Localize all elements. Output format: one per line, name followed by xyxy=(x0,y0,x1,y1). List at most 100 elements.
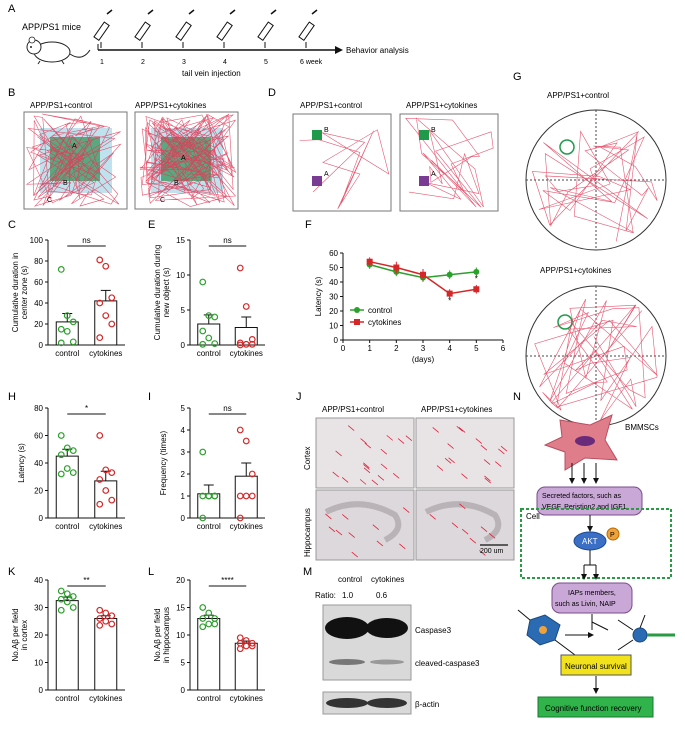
y-tick-label: 20 xyxy=(329,307,338,316)
x-tick-label: control xyxy=(197,522,221,531)
data-point xyxy=(96,500,104,508)
data-point xyxy=(248,639,256,647)
data-point xyxy=(199,448,207,456)
syringe-plunger xyxy=(311,9,318,15)
data-point xyxy=(57,606,65,614)
m-band-caspase3: Caspase3 xyxy=(415,626,452,635)
plaque-arrow xyxy=(458,427,466,433)
m-band-actin: β-actin xyxy=(415,700,439,709)
data-point xyxy=(199,615,207,622)
plaque-arrow xyxy=(405,435,413,441)
plaque-arrow xyxy=(341,477,349,483)
data-point xyxy=(69,469,77,477)
bar xyxy=(55,321,79,346)
syringe-plunger xyxy=(270,9,277,15)
plaque-arrow xyxy=(448,457,455,464)
chart-l-hippocampus: 0 5 10 15 20 control cytokines **** No.Aβ per fi… xyxy=(153,576,265,703)
data-point xyxy=(446,271,453,278)
data-point xyxy=(199,278,207,286)
data-point xyxy=(236,264,244,272)
x-tick-label: 5 xyxy=(474,344,479,353)
y-axis-label: center zone (s) xyxy=(20,265,29,319)
panel-g-water-maze: APP/PS1+control APP/PS1+cytokines xyxy=(525,91,667,427)
data-point xyxy=(199,514,207,522)
plaque-arrow xyxy=(360,438,367,444)
y-tick-label: 60 xyxy=(34,432,43,441)
plaque-arrow xyxy=(475,438,483,444)
tp-5: 5 xyxy=(264,59,268,66)
y-tick-label: 15 xyxy=(176,604,185,613)
y-tick-label: 30 xyxy=(329,293,338,302)
syringe-barrel xyxy=(298,21,315,41)
y-tick-label: 80 xyxy=(34,404,43,413)
significance-label: ns xyxy=(223,404,231,413)
data-point xyxy=(63,590,71,598)
syringe-barrel xyxy=(134,21,151,41)
y-axis-label: new object (s) xyxy=(162,267,171,317)
d-left-title: APP/PS1+control xyxy=(300,101,362,110)
plaque-arrow xyxy=(432,427,439,433)
syringe-icon xyxy=(134,9,154,48)
x-tick-label: control xyxy=(55,694,79,703)
j-row-label-hippocampus: Hippocampus xyxy=(303,508,312,557)
plaque-arrow xyxy=(498,448,505,455)
swim-track xyxy=(25,113,122,207)
panel-label-e: E xyxy=(148,219,155,231)
y-tick-label: 40 xyxy=(34,299,43,308)
data-point xyxy=(236,341,244,349)
swim-track xyxy=(139,113,237,207)
n-cell-label: Cell xyxy=(526,512,540,521)
data-point xyxy=(57,266,65,273)
n-title: BMMSCs xyxy=(625,423,659,432)
panel-label-c: C xyxy=(8,219,16,231)
y-tick-label: 5 xyxy=(181,306,186,315)
tp-3: 3 xyxy=(182,59,186,66)
panel-label-g: G xyxy=(513,71,522,83)
bar xyxy=(94,300,118,346)
y-tick-label: 80 xyxy=(34,257,43,266)
plaque-arrow xyxy=(364,442,372,449)
panel-label-f: F xyxy=(305,219,312,231)
data-point xyxy=(63,312,71,320)
data-point xyxy=(236,339,244,347)
x-tick-label: 1 xyxy=(367,344,372,353)
data-point xyxy=(57,587,65,595)
b-right-title: APP/PS1+cytokines xyxy=(135,101,206,110)
chart-h-latency: 0 20 40 60 80 control cytokines * Latency (s) xyxy=(17,404,125,531)
plaque-arrow xyxy=(359,479,367,485)
plaque-arrow xyxy=(461,473,468,480)
y-tick-label: 50 xyxy=(329,264,338,273)
plaque-arrow xyxy=(436,465,444,471)
data-point xyxy=(199,604,207,611)
data-point xyxy=(96,621,104,629)
plaque-arrow xyxy=(348,532,355,538)
plaque-arrow xyxy=(444,458,452,464)
mouse-icon xyxy=(26,36,91,65)
data-point xyxy=(108,320,116,328)
bar xyxy=(94,618,118,691)
data-point xyxy=(63,465,71,472)
plaque-arrow xyxy=(347,425,355,431)
x-tick-label: cytokines xyxy=(89,522,122,531)
plaque-arrow xyxy=(363,464,370,470)
plaque-arrow xyxy=(459,503,466,510)
data-point xyxy=(108,469,116,477)
data-point xyxy=(102,617,110,625)
data-point xyxy=(57,470,65,478)
plaque-arrow xyxy=(479,550,486,556)
data-point xyxy=(236,645,244,653)
plaque-arrow xyxy=(484,475,491,482)
plaque-arrow xyxy=(447,443,454,449)
n-iaps-1: IAPs members, xyxy=(568,590,616,597)
x-tick-label: cytokines xyxy=(230,522,263,531)
panel-label-h: H xyxy=(8,391,16,403)
j-scale-bar-label: 200 um xyxy=(480,548,504,555)
panel-label-k: K xyxy=(8,566,16,578)
zone-a-right: A xyxy=(181,155,186,162)
significance-label: **** xyxy=(221,576,233,585)
data-point xyxy=(420,271,426,278)
significance-label: ns xyxy=(223,236,231,245)
data-point xyxy=(102,312,110,320)
plaque-arrow xyxy=(402,507,410,513)
y-tick-label: 3 xyxy=(181,448,186,457)
